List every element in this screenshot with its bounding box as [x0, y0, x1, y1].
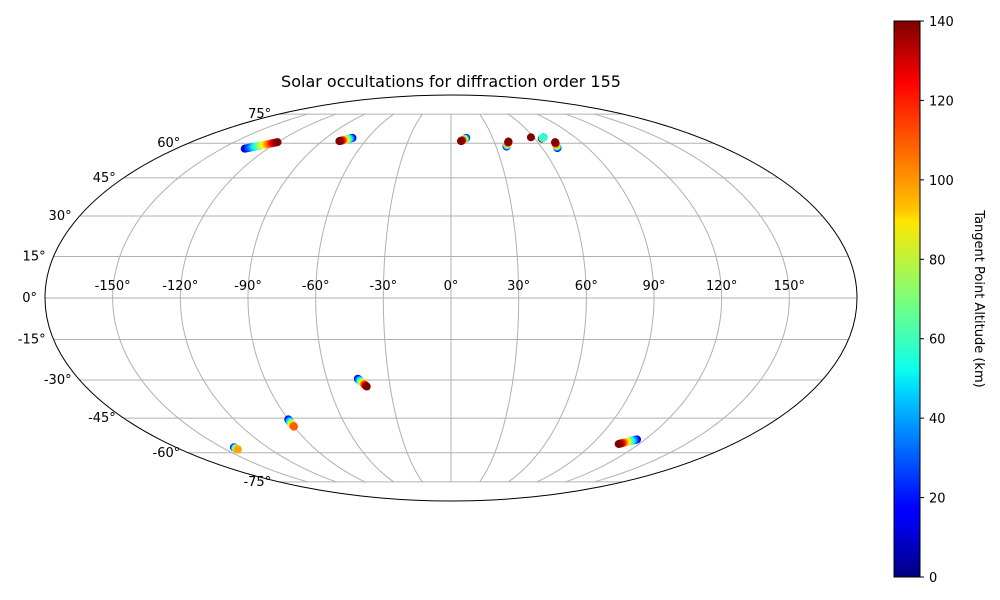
longitude-tick-label: 90° [642, 279, 665, 294]
latitude-tick-label: -15° [18, 333, 46, 348]
latitude-tick-label: -75° [243, 475, 271, 490]
latitude-tick-label: -60° [153, 446, 181, 461]
colorbar-tick-label: 20 [929, 492, 946, 507]
map-outline [44, 94, 858, 502]
latitude-tick-label: 60° [157, 136, 180, 151]
meridian-line [507, 113, 587, 483]
occultation-points [230, 133, 642, 454]
meridian-line [382, 113, 423, 483]
latitude-tick-label: -30° [44, 373, 72, 388]
colorbar-tick-label: 60 [929, 333, 946, 348]
occultation-point [233, 445, 242, 454]
occultation-point [457, 137, 466, 146]
meridian-line [112, 113, 308, 483]
latitude-tick-label: 45° [93, 171, 116, 186]
meridian-line [247, 113, 366, 483]
occultation-point [504, 137, 513, 146]
latitude-tick-label: 0° [22, 291, 37, 306]
occultation-point [273, 138, 282, 147]
occultation-point [551, 138, 560, 147]
longitude-tick-label: -150° [95, 279, 131, 294]
colorbar-ticks: 0 20 40 60 80 100 120 140 [920, 15, 954, 586]
occultation-point [526, 133, 535, 142]
occultation-point [289, 422, 298, 431]
latitude-tick-label: 15° [23, 249, 46, 264]
graticule [45, 113, 857, 483]
colorbar-tick-label: 100 [929, 174, 954, 189]
longitude-tick-label: 30° [507, 279, 530, 294]
colorbar-tick-label: 40 [929, 412, 946, 427]
chart-title: Solar occultations for diffraction order… [281, 72, 621, 91]
longitude-tick-label: 60° [575, 279, 598, 294]
longitude-tick-label: -60° [302, 279, 330, 294]
colorbar-gradient [893, 20, 921, 578]
occultation-point [538, 133, 547, 142]
colorbar-tick-label: 0 [929, 571, 937, 586]
longitude-tick-label: 120° [706, 279, 737, 294]
latitude-tick-label: 30° [49, 209, 72, 224]
colorbar-tick-label: 140 [929, 15, 954, 30]
longitude-tick-label: -30° [369, 279, 397, 294]
colorbar-tick-label: 80 [929, 253, 946, 268]
colorbar-tick-label: 120 [929, 94, 954, 109]
meridian-line [479, 113, 520, 483]
latitude-tick-label: -45° [88, 411, 116, 426]
colorbar-label: Tangent Point Altitude (km) [971, 209, 986, 387]
longitude-tick-label: 0° [444, 279, 459, 294]
latitude-tick-label: 75° [248, 107, 271, 122]
meridian-line [179, 113, 337, 483]
occultation-point [614, 439, 623, 448]
occultation-point [335, 137, 344, 146]
meridian-line [565, 113, 723, 483]
meridian-line [536, 113, 655, 483]
longitude-tick-label: 150° [774, 279, 805, 294]
longitude-tick-labels: -150° -120° -90° -60° -30° 0° 30° 60° 90° 120° 150… [95, 279, 805, 294]
meridian-line [594, 113, 790, 483]
meridian-line [315, 113, 395, 483]
colorbar: 0 20 40 60 80 100 120 140 Tangent Point Altitud… [893, 15, 986, 586]
longitude-tick-label: -120° [162, 279, 198, 294]
longitude-tick-label: -90° [234, 279, 262, 294]
latitude-tick-labels: -75° -60° -45° -30° -15° 0° 15° 30° 45° 60° 75° [18, 107, 271, 490]
occultation-point [362, 382, 371, 391]
